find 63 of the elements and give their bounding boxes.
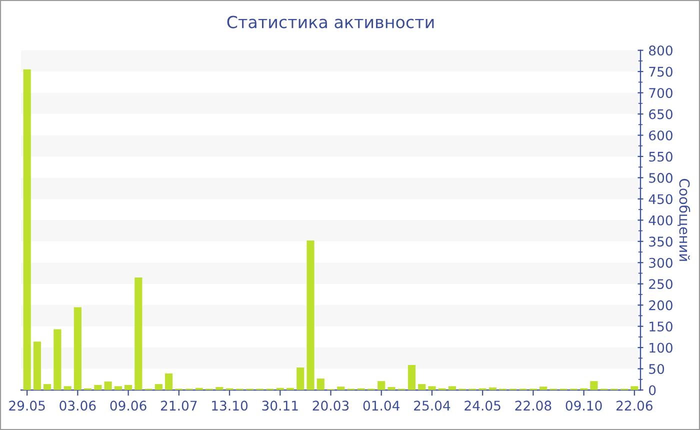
y-tick-label: 150 <box>650 322 672 332</box>
x-tick-label: 09.10 <box>566 400 602 411</box>
bar <box>276 388 284 390</box>
x-tick-label: 22.06 <box>616 400 652 411</box>
bar <box>33 342 41 390</box>
bar <box>114 386 122 390</box>
bar <box>540 386 548 390</box>
x-tick-label: 20.03 <box>312 400 349 411</box>
y-axis-title: Сообщений <box>678 178 690 261</box>
bar <box>316 378 324 390</box>
y-tick-label: 500 <box>649 172 672 183</box>
bar <box>630 386 638 390</box>
bar <box>54 329 62 390</box>
y-tick-label: 100 <box>650 342 672 353</box>
bar <box>296 368 304 390</box>
bar <box>306 240 314 390</box>
bar <box>448 386 456 390</box>
y-tick-label: 350 <box>649 236 672 247</box>
x-tick-label: 30.11 <box>262 400 298 411</box>
x-tick-label: 25.04 <box>414 400 450 411</box>
bar <box>23 69 31 390</box>
y-tick-label: 700 <box>649 88 672 98</box>
y-tick-label: 550 <box>649 152 672 162</box>
x-tick-label: 09.06 <box>110 400 146 411</box>
x-tick-label: 13.10 <box>212 400 248 411</box>
bar <box>378 381 386 390</box>
bar <box>154 384 162 390</box>
bar <box>286 388 294 390</box>
bar <box>388 387 396 390</box>
x-tick-label: 29.05 <box>9 400 45 411</box>
bar <box>94 384 102 390</box>
bar <box>408 364 416 390</box>
y-tick-label: 600 <box>649 130 672 140</box>
x-tick-label: 21.07 <box>160 400 197 411</box>
bar <box>337 386 345 390</box>
bar <box>488 387 497 390</box>
bar <box>195 388 203 390</box>
x-tick-label: 22.08 <box>515 400 552 411</box>
bar <box>124 384 132 390</box>
x-tick-label: 03.06 <box>60 400 96 411</box>
bar <box>64 386 72 390</box>
y-tick-label: 400 <box>648 215 672 226</box>
bar <box>134 277 142 390</box>
y-tick-label: 200 <box>649 300 672 310</box>
bar <box>164 373 173 390</box>
bar <box>590 381 598 390</box>
bar <box>104 382 112 390</box>
y-tick-label: 0 <box>649 385 656 396</box>
y-tick-label: 750 <box>649 66 672 77</box>
x-tick-label: 24.05 <box>464 400 500 411</box>
bar <box>418 384 426 390</box>
y-tick-label: 250 <box>649 279 672 290</box>
y-tick-label: 450 <box>648 194 672 204</box>
y-tick-label: 800 <box>649 46 672 56</box>
bar <box>216 387 224 390</box>
bar <box>44 384 52 390</box>
chart-title: Статистика активности <box>227 16 434 28</box>
bar <box>428 386 436 390</box>
bar <box>74 307 82 390</box>
x-tick-label: 01.04 <box>363 400 400 411</box>
y-tick-label: 300 <box>649 258 672 268</box>
y-tick-label: 50 <box>649 364 664 374</box>
y-tick-label: 650 <box>649 109 672 120</box>
